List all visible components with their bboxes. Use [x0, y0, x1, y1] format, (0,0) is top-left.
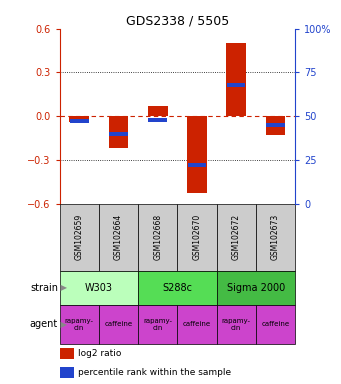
Bar	[138, 305, 177, 344]
Bar	[177, 204, 217, 271]
Text: rapamy-
cin: rapamy- cin	[222, 318, 251, 331]
Bar	[60, 271, 138, 305]
Bar	[60, 367, 74, 378]
Text: caffeine: caffeine	[183, 321, 211, 328]
Bar	[226, 43, 246, 116]
Text: GSM102672: GSM102672	[232, 214, 241, 260]
Bar	[60, 204, 99, 271]
Bar	[99, 305, 138, 344]
Bar	[70, 116, 89, 122]
Bar	[138, 271, 217, 305]
Bar	[138, 204, 177, 271]
Bar	[256, 204, 295, 271]
Text: agent: agent	[30, 319, 58, 329]
Text: log2 ratio: log2 ratio	[78, 349, 122, 358]
Bar	[217, 305, 256, 344]
Text: percentile rank within the sample: percentile rank within the sample	[78, 368, 232, 377]
Text: ▶: ▶	[58, 283, 68, 293]
Text: GSM102668: GSM102668	[153, 214, 162, 260]
Bar	[217, 271, 295, 305]
Bar	[227, 83, 246, 87]
Bar	[60, 348, 74, 359]
Text: caffeine: caffeine	[104, 321, 133, 328]
Text: rapamy-
cin: rapamy- cin	[143, 318, 172, 331]
Bar	[99, 204, 138, 271]
Text: rapamy-
cin: rapamy- cin	[65, 318, 94, 331]
Bar	[266, 116, 285, 135]
Bar	[217, 204, 256, 271]
Text: Sigma 2000: Sigma 2000	[227, 283, 285, 293]
Bar	[188, 163, 206, 167]
Text: W303: W303	[85, 283, 113, 293]
Bar	[109, 116, 128, 148]
Bar	[70, 119, 89, 123]
Text: S288c: S288c	[162, 283, 192, 293]
Text: caffeine: caffeine	[261, 321, 290, 328]
Text: GSM102664: GSM102664	[114, 214, 123, 260]
Bar	[109, 132, 128, 136]
Text: GSM102673: GSM102673	[271, 214, 280, 260]
Bar	[187, 116, 207, 193]
Bar	[177, 305, 217, 344]
Bar	[266, 123, 285, 127]
Bar	[148, 106, 167, 116]
Bar	[60, 305, 99, 344]
Bar	[148, 118, 167, 122]
Text: GSM102659: GSM102659	[75, 214, 84, 260]
Title: GDS2338 / 5505: GDS2338 / 5505	[126, 15, 229, 28]
Text: GSM102670: GSM102670	[192, 214, 202, 260]
Text: strain: strain	[30, 283, 58, 293]
Text: ▶: ▶	[58, 320, 68, 329]
Bar	[256, 305, 295, 344]
